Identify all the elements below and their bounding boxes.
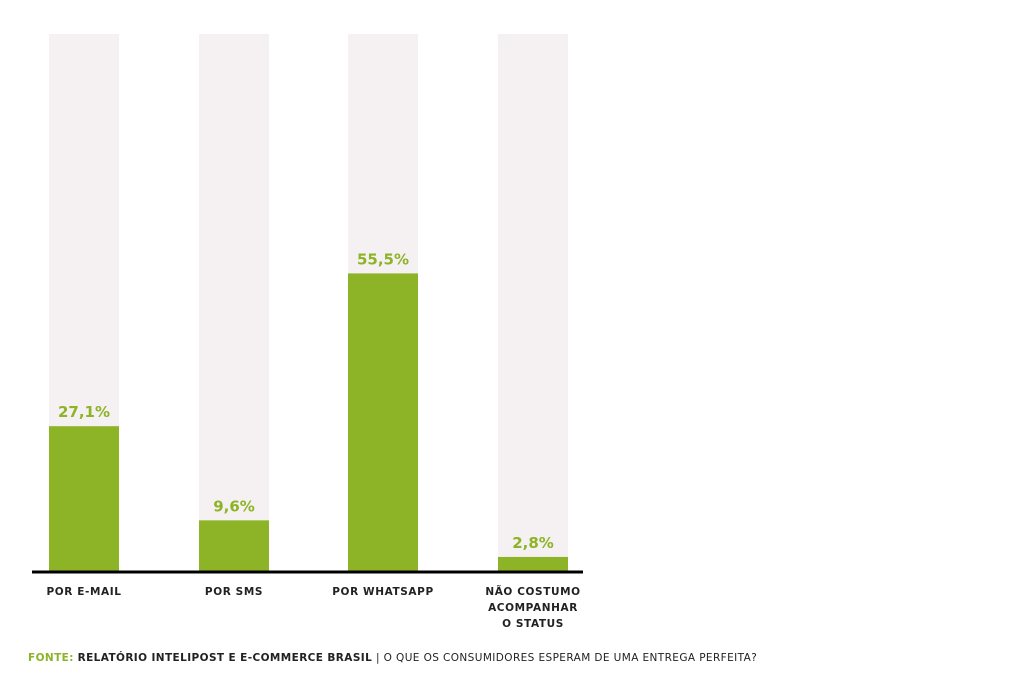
bar [348,273,418,572]
bar-value-label: 55,5% [357,250,409,268]
source-separator: | [375,652,380,664]
category-label: NÃO COSTUMO [485,585,580,598]
source-label: FONTE: [28,652,74,664]
category-label: POR SMS [205,586,263,598]
category-label: POR WHATSAPP [332,586,434,598]
bar-value-label: 9,6% [213,497,255,515]
bar-track [199,34,269,572]
source-title: O QUE OS CONSUMIDORES ESPERAM DE UMA ENT… [383,652,758,664]
bar-value-label: 2,8% [512,534,554,552]
bar [498,556,568,572]
bar [199,520,269,572]
source-note: FONTE: RELATÓRIO INTELIPOST E E-COMMERCE… [28,652,757,664]
bar [49,426,119,572]
category-label: POR E-MAIL [46,586,121,598]
category-label: ACOMPANHAR [488,602,578,614]
source-name: RELATÓRIO INTELIPOST E E-COMMERCE BRASIL [77,652,373,664]
bar-value-label: 27,1% [58,403,110,421]
category-label: O STATUS [502,618,564,630]
bar-track [498,34,568,572]
